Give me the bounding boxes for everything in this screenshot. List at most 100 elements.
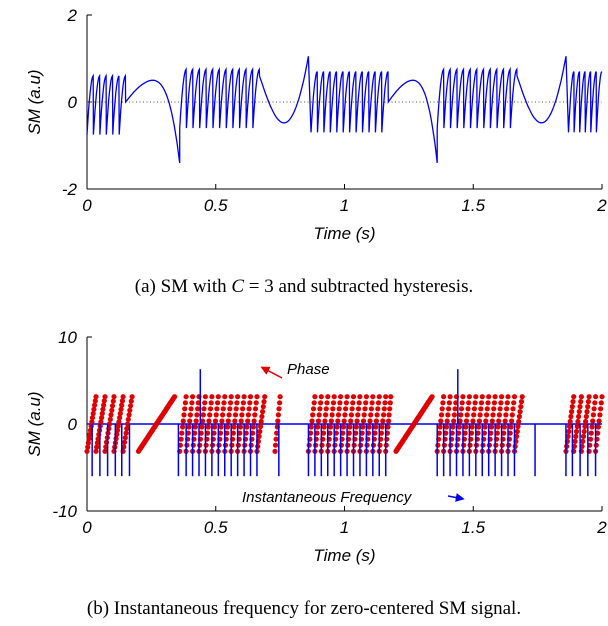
chart-b-phase-point (220, 406, 226, 412)
chart-b-phase-point (503, 412, 509, 418)
chart-b-phase-point (511, 400, 517, 406)
chart-b-phase-point (367, 418, 373, 424)
chart-b-phase-point (355, 412, 361, 418)
chart-b-phase-point (373, 418, 379, 424)
chart-b-phase-point (512, 443, 518, 449)
chart-b-phase-point (348, 412, 354, 418)
chart-b-phase-point (566, 428, 572, 435)
chart-b-phase-point (333, 430, 339, 436)
chart-b-phase-point (586, 394, 592, 400)
chart-b-phase-point (335, 412, 342, 418)
chart-b-phase-point (209, 394, 215, 400)
chart-b-phase-point (335, 418, 341, 424)
chart-b-x-tick-label: 1 (340, 518, 349, 537)
chart-b-phase-point (375, 400, 382, 406)
chart-b-phase-point (509, 418, 515, 424)
chart-b-phase-point (504, 400, 510, 406)
chart-b-phase-point (491, 400, 497, 406)
chart-b-phase-point (254, 394, 260, 400)
chart-b-phase-point (490, 412, 496, 418)
chart-a-x-tick-label: 0.5 (204, 196, 228, 215)
chart-b-phase-point (187, 412, 193, 418)
chart-b-phase-point (128, 403, 134, 409)
chart-b-phase-point (179, 430, 185, 436)
chart-b-phase-point (354, 418, 360, 424)
chart-b-phase-point (337, 400, 343, 406)
chart-b-phase-point (227, 400, 234, 406)
chart-b-phase-point (463, 424, 469, 430)
caption-b: (b) Instantaneous frequency for zero-cen… (86, 598, 522, 619)
chart-b-phase-point (591, 406, 597, 412)
chart-b-phase-point (577, 404, 583, 410)
chart-b-phase-point (466, 394, 472, 400)
chart-b-phase-point (514, 428, 520, 435)
chart-b-phase-point (108, 412, 114, 418)
chart-b-phase-point (330, 406, 336, 412)
chart-b-phase-point (252, 412, 258, 418)
chart-b-phase-point (439, 406, 445, 412)
chart-b-phase-point (128, 398, 134, 404)
chart-b-phase-point (449, 430, 455, 436)
chart-b-phase-point (368, 412, 374, 418)
chart-b-phase-point (172, 394, 178, 400)
chart-b-phase-point (590, 412, 597, 418)
chart-b-phase-point (205, 424, 211, 430)
chart-b-phase-point (504, 406, 510, 412)
chart-b-phase-point (374, 412, 380, 418)
chart-b-phase-point (87, 431, 93, 438)
chart-b-phase-point (580, 433, 587, 439)
chart-b-phase-point (315, 418, 322, 424)
chart-b-x-axis-label: Time (s) (313, 546, 375, 565)
chart-b-phase-point (470, 418, 476, 424)
chart-b-phase-point (277, 394, 283, 400)
caption-a-math: C (231, 276, 245, 297)
chart-b-phase-point (188, 406, 194, 412)
chart-b-phase-point (388, 394, 394, 400)
chart-b-phase-point (346, 430, 352, 436)
chart-b-phase-point (568, 413, 574, 420)
chart-b-phase-arrow (260, 366, 283, 379)
chart-b-phase-point (599, 394, 605, 400)
chart-b-phase-point (379, 424, 385, 430)
chart-b-phase-point (479, 394, 485, 400)
chart-b-phase-point (438, 418, 444, 424)
chart-b-phase-point (101, 402, 107, 408)
chart-b-phase-point (262, 394, 268, 400)
chart-b-phase-point (574, 423, 580, 430)
chart-a-x-tick-label: 1 (340, 196, 349, 215)
chart-b-phase-point (596, 418, 602, 424)
chart-b-phase-point (429, 394, 435, 400)
chart-b-phase-point (386, 418, 392, 424)
chart-b-phase-point (518, 399, 525, 405)
chart-b-phase-point (363, 394, 369, 400)
chart-b-phase-point (349, 406, 355, 412)
chart-b-phase-point (595, 424, 602, 430)
chart-b-phase-point (519, 394, 525, 400)
chart-b-phase-point (592, 400, 598, 406)
chart-b-phase-point (323, 412, 329, 418)
chart-b-phase-point (348, 418, 354, 424)
chart-b-phase-point (369, 400, 375, 406)
chart-b-phase-annotation: Phase (287, 361, 330, 378)
chart-a-y-tick-label: 2 (67, 6, 78, 25)
chart-b-phase-point (221, 400, 227, 406)
chart-b-phase-point (472, 400, 478, 406)
chart-b-phase-series (84, 394, 605, 454)
chart-b-phase-point (207, 412, 213, 418)
chart-b-phase-point (381, 406, 387, 412)
chart-b-phase-point (318, 394, 324, 400)
chart-b-phase-point (585, 399, 592, 405)
chart-b-phase-point (328, 424, 334, 430)
chart-b-phase-point (578, 394, 585, 400)
chart-b-phase-point (589, 424, 595, 430)
chart-b-phase-point (580, 438, 586, 444)
chart-b-phase-point (473, 394, 479, 400)
chart-b-phase-point (343, 406, 349, 412)
chart-b-phase-point (459, 400, 465, 406)
chart-b-phase-point (571, 394, 577, 400)
chart-b-phase-point (225, 424, 231, 430)
chart-b-phase-point (458, 406, 465, 412)
chart-b-phase-point (340, 424, 347, 430)
chart-b-phase-point (189, 400, 195, 406)
chart-b-phase-point (510, 406, 516, 412)
